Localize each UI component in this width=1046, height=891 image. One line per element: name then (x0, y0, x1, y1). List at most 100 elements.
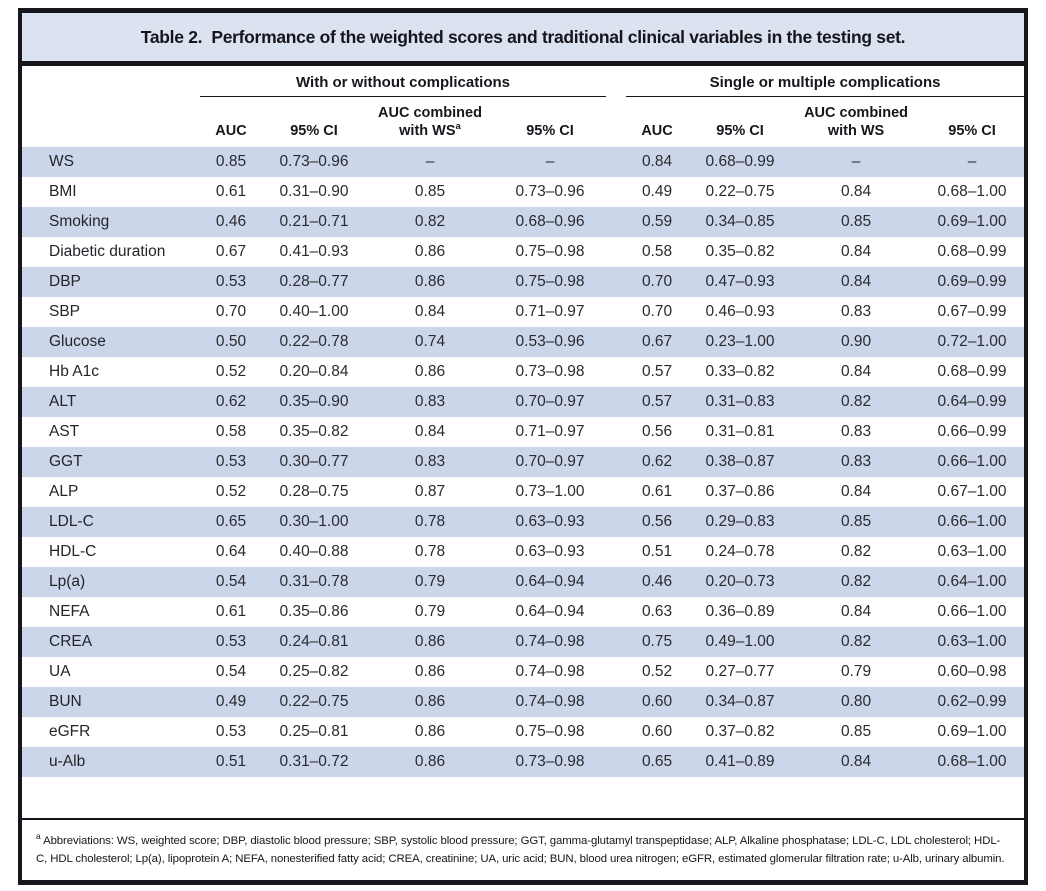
cell-variable: Glucose (49, 333, 106, 351)
cell-ci-b: 0.34–0.85 (705, 213, 775, 231)
cell-ci-b: 0.27–0.77 (705, 663, 775, 681)
cell-variable: Diabetic duration (49, 243, 166, 261)
table-row: Hb A1c 0.52 0.20–0.84 0.86 0.73–0.98 0.57 0.33… (22, 357, 1025, 388)
cell-ci-a: 0.25–0.82 (279, 663, 349, 681)
cell-ci-a: 0.40–1.00 (279, 303, 349, 321)
cell-comb-ci-b: 0.66–1.00 (937, 453, 1007, 471)
table-row: DBP 0.53 0.28–0.77 0.86 0.75–0.98 0.70 0.47–0.… (22, 267, 1025, 298)
cell-ci-a: 0.35–0.86 (279, 603, 349, 621)
cell-variable: eGFR (49, 723, 91, 741)
cell-auc-combined-b: 0.84 (840, 363, 872, 381)
cell-comb-ci-b: 0.64–0.99 (937, 393, 1007, 411)
cell-auc-a: 0.54 (215, 663, 247, 681)
cell-auc-combined-a: 0.74 (414, 333, 446, 351)
footnote-marker: a (36, 831, 41, 842)
table-row: WS 0.85 0.73–0.96 – – 0.84 0.68–0.99 – – (22, 147, 1025, 178)
cell-ci-a: 0.28–0.77 (279, 273, 349, 291)
table-rows: WS 0.85 0.73–0.96 – – 0.84 0.68–0.99 – – BMI 0.61 0… (22, 147, 1025, 778)
cell-comb-ci-b: 0.60–0.98 (937, 663, 1007, 681)
cell-ci-b: 0.41–0.89 (705, 753, 775, 771)
cell-auc-combined-b: 0.82 (840, 633, 872, 651)
sub-header-row: AUC 95% CI AUC combined with WSa 95% CI … (22, 97, 1024, 148)
cell-ci-a: 0.41–0.93 (279, 243, 349, 261)
cell-gap (606, 567, 626, 597)
cell-comb-ci-a: 0.75–0.98 (515, 723, 585, 741)
table-row: Glucose 0.50 0.22–0.78 0.74 0.53–0.96 0.67 0.2… (22, 327, 1025, 358)
cell-ci-a: 0.40–0.88 (279, 543, 349, 561)
col-head-ci-a: 95% CI (290, 122, 338, 139)
cell-auc-b: 0.52 (641, 663, 673, 681)
rule-right-group (626, 95, 1025, 97)
cell-ci-b: 0.31–0.83 (705, 393, 775, 411)
cell-gap (606, 597, 626, 627)
table-row: Diabetic duration 0.67 0.41–0.93 0.86 0.75–0… (22, 237, 1025, 268)
cell-auc-combined-b: 0.85 (840, 723, 872, 741)
cell-comb-ci-a: 0.71–0.97 (515, 303, 585, 321)
cell-ci-a: 0.73–0.96 (279, 153, 349, 171)
cell-auc-combined-a: 0.86 (414, 723, 446, 741)
cell-variable: AST (49, 423, 80, 441)
cell-auc-combined-b: 0.85 (840, 213, 872, 231)
auc-combined-line2-b: with WS (827, 122, 885, 139)
cell-ci-b: 0.34–0.87 (705, 693, 775, 711)
cell-ci-b: 0.37–0.82 (705, 723, 775, 741)
table-row: BUN 0.49 0.22–0.75 0.86 0.74–0.98 0.60 0.34–0.… (22, 687, 1025, 718)
cell-auc-combined-b: 0.83 (840, 453, 872, 471)
cell-auc-b: 0.70 (641, 303, 673, 321)
cell-auc-b: 0.75 (641, 633, 673, 651)
cell-comb-ci-a: 0.75–0.98 (515, 273, 585, 291)
cell-ci-b: 0.35–0.82 (705, 243, 775, 261)
cell-auc-combined-b: 0.82 (840, 573, 872, 591)
cell-auc-a: 0.53 (215, 633, 247, 651)
cell-auc-combined-b: 0.82 (840, 543, 872, 561)
cell-auc-a: 0.50 (215, 333, 247, 351)
cell-auc-combined-b: 0.84 (840, 753, 872, 771)
cell-comb-ci-b: 0.66–1.00 (937, 603, 1007, 621)
cell-ci-b: 0.20–0.73 (705, 573, 775, 591)
cell-auc-combined-b: 0.82 (840, 393, 872, 411)
cell-gap (606, 747, 626, 777)
cell-auc-b: 0.57 (641, 393, 673, 411)
cell-ci-b: 0.23–1.00 (705, 333, 775, 351)
page-title: Table 2. Performance of the weighted sco… (141, 27, 906, 48)
cell-gap (606, 357, 626, 387)
cell-auc-combined-b: 0.84 (840, 603, 872, 621)
cell-ci-b: 0.49–1.00 (705, 633, 775, 651)
table-row: GGT 0.53 0.30–0.77 0.83 0.70–0.97 0.62 0.38–0.… (22, 447, 1025, 478)
cell-auc-b: 0.60 (641, 723, 673, 741)
table-row: SBP 0.70 0.40–1.00 0.84 0.71–0.97 0.70 0.46–0.… (22, 297, 1025, 328)
cell-auc-b: 0.51 (641, 543, 673, 561)
cell-auc-combined-a: 0.85 (414, 183, 446, 201)
cell-comb-ci-a: 0.70–0.97 (515, 453, 585, 471)
table-row: ALT 0.62 0.35–0.90 0.83 0.70–0.97 0.57 0.31–0.… (22, 387, 1025, 418)
footnote-marker-header: a (455, 120, 461, 132)
cell-auc-combined-a: 0.78 (414, 513, 446, 531)
table-body-wrap: With or without complications Single or … (22, 66, 1025, 818)
cell-auc-combined-a: 0.79 (414, 603, 446, 621)
cell-auc-b: 0.65 (641, 753, 673, 771)
cell-auc-a: 0.54 (215, 573, 247, 591)
cell-comb-ci-a: 0.74–0.98 (515, 663, 585, 681)
cell-auc-combined-b: 0.85 (840, 513, 872, 531)
cell-auc-combined-a: 0.86 (414, 363, 446, 381)
cell-ci-b: 0.38–0.87 (705, 453, 775, 471)
cell-auc-a: 0.52 (215, 363, 247, 381)
cell-auc-combined-a: – (425, 153, 435, 171)
cell-gap (606, 297, 626, 327)
cell-comb-ci-a: 0.73–1.00 (515, 483, 585, 501)
cell-auc-combined-b: 0.84 (840, 243, 872, 261)
cell-auc-combined-a: 0.83 (414, 453, 446, 471)
cell-comb-ci-b: 0.68–0.99 (937, 243, 1007, 261)
table-caption: Performance of the weighted scores and t… (211, 26, 906, 47)
cell-ci-b: 0.36–0.89 (705, 603, 775, 621)
cell-ci-a: 0.28–0.75 (279, 483, 349, 501)
table-row: HDL-C 0.64 0.40–0.88 0.78 0.63–0.93 0.51 0.24–… (22, 537, 1025, 568)
cell-auc-combined-b: 0.84 (840, 183, 872, 201)
cell-auc-b: 0.70 (641, 273, 673, 291)
cell-comb-ci-a: 0.70–0.97 (515, 393, 585, 411)
cell-auc-a: 0.61 (215, 603, 247, 621)
cell-ci-a: 0.35–0.90 (279, 393, 349, 411)
cell-comb-ci-b: 0.68–1.00 (937, 183, 1007, 201)
cell-comb-ci-a: 0.68–0.96 (515, 213, 585, 231)
